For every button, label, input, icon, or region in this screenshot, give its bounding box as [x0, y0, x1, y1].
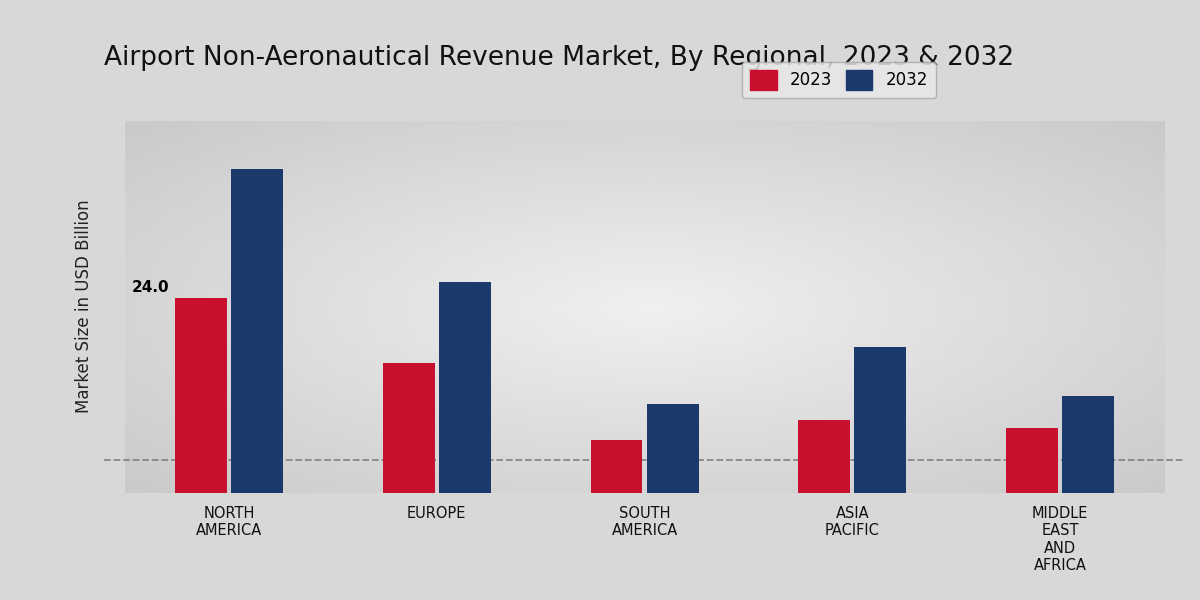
- Text: Airport Non-Aeronautical Revenue Market, By Regional, 2023 & 2032: Airport Non-Aeronautical Revenue Market,…: [104, 45, 1014, 71]
- Text: 24.0: 24.0: [132, 280, 169, 295]
- Legend: 2023, 2032: 2023, 2032: [742, 62, 936, 98]
- Y-axis label: Market Size in USD Billion: Market Size in USD Billion: [74, 200, 94, 413]
- Bar: [590, 440, 642, 493]
- Bar: [230, 169, 283, 493]
- Bar: [383, 363, 434, 493]
- Bar: [175, 298, 227, 493]
- Bar: [1062, 395, 1115, 493]
- Bar: [854, 347, 906, 493]
- Bar: [439, 283, 491, 493]
- Bar: [647, 404, 698, 493]
- Bar: [1007, 428, 1058, 493]
- Bar: [798, 420, 851, 493]
